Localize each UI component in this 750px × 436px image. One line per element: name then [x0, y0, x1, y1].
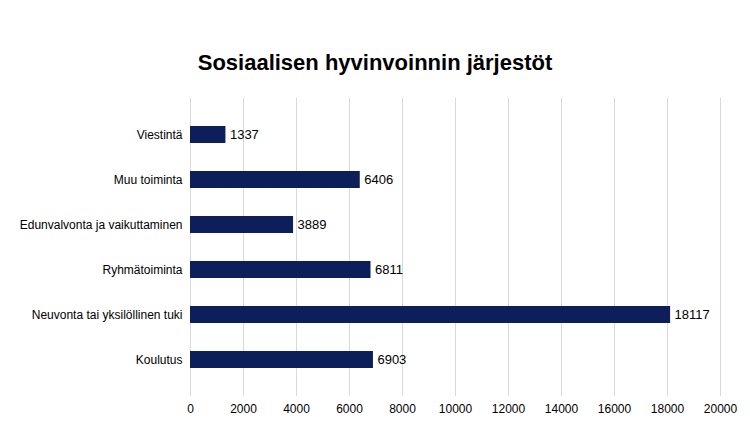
svg-text:14000: 14000 — [545, 402, 579, 416]
svg-text:12000: 12000 — [492, 402, 526, 416]
svg-text:0: 0 — [187, 402, 194, 416]
svg-text:20000: 20000 — [704, 402, 738, 416]
svg-text:10000: 10000 — [439, 402, 473, 416]
svg-text:8000: 8000 — [389, 402, 416, 416]
svg-text:3889: 3889 — [298, 217, 327, 232]
svg-text:Ryhmätoiminta: Ryhmätoiminta — [102, 263, 182, 277]
svg-text:6000: 6000 — [336, 402, 363, 416]
svg-text:1337: 1337 — [230, 127, 259, 142]
svg-text:4000: 4000 — [283, 402, 310, 416]
svg-text:Neuvonta tai yksilöllinen tuki: Neuvonta tai yksilöllinen tuki — [32, 308, 183, 322]
svg-text:Muu toiminta: Muu toiminta — [114, 173, 183, 187]
svg-text:6406: 6406 — [364, 172, 393, 187]
html-text:Sosiaalisen hyvinvoinnin järje: Sosiaalisen hyvinvoinnin järjestöt — [197, 50, 553, 75]
svg-text:16000: 16000 — [598, 402, 632, 416]
svg-text:18117: 18117 — [675, 307, 710, 322]
svg-text:6903: 6903 — [377, 352, 406, 367]
svg-text:6811: 6811 — [375, 262, 403, 277]
svg-text:Viestintä: Viestintä — [137, 128, 183, 142]
svg-text:Edunvalvonta ja vaikuttaminen: Edunvalvonta ja vaikuttaminen — [20, 218, 183, 232]
svg-text:Koulutus: Koulutus — [136, 353, 183, 367]
svg-text:18000: 18000 — [651, 402, 685, 416]
svg-text:2000: 2000 — [230, 402, 257, 416]
